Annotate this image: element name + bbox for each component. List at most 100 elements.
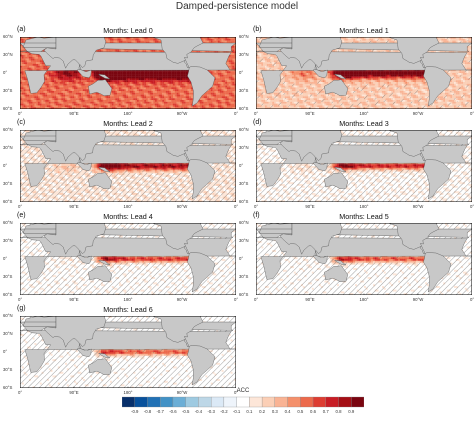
acc-cell bbox=[23, 47, 26, 50]
acc-cell bbox=[86, 103, 89, 106]
acc-cell bbox=[57, 71, 60, 74]
acc-cell bbox=[83, 80, 85, 83]
acc-cell bbox=[218, 96, 220, 99]
acc-cell bbox=[74, 71, 76, 74]
acc-cell bbox=[126, 78, 129, 81]
acc-cell bbox=[142, 49, 145, 52]
acc-cell bbox=[216, 38, 219, 41]
acc-cell bbox=[47, 67, 49, 70]
acc-cell bbox=[101, 103, 103, 106]
acc-cell bbox=[128, 101, 130, 104]
acc-cell bbox=[257, 85, 260, 88]
acc-cell bbox=[84, 80, 87, 83]
acc-cell bbox=[36, 55, 39, 57]
acc-cell bbox=[65, 94, 67, 97]
acc-cell bbox=[183, 80, 186, 83]
acc-cell bbox=[214, 74, 217, 77]
acc-cell bbox=[155, 107, 157, 109]
acc-cell bbox=[138, 82, 141, 84]
acc-cell bbox=[119, 82, 121, 84]
acc-cell bbox=[106, 37, 109, 39]
acc-cell bbox=[227, 94, 229, 97]
acc-cell bbox=[23, 83, 26, 86]
acc-cell bbox=[149, 83, 152, 86]
acc-cell bbox=[230, 82, 233, 84]
acc-cell bbox=[63, 83, 66, 86]
acc-cell bbox=[158, 82, 161, 84]
acc-cell bbox=[144, 73, 147, 75]
acc-cell bbox=[61, 74, 64, 77]
acc-cell bbox=[93, 94, 96, 97]
acc-cell bbox=[110, 73, 112, 75]
acc-cell bbox=[75, 82, 78, 84]
acc-cell bbox=[61, 78, 64, 81]
acc-cell bbox=[209, 89, 211, 92]
acc-cell bbox=[104, 49, 107, 52]
acc-cell bbox=[207, 92, 210, 95]
acc-cell bbox=[227, 82, 229, 84]
acc-cell bbox=[185, 105, 188, 108]
acc-cell bbox=[84, 87, 87, 90]
acc-cell bbox=[36, 62, 39, 65]
lon-tick-label: 0° bbox=[18, 111, 22, 116]
acc-cell bbox=[138, 78, 141, 81]
acc-cell bbox=[185, 96, 188, 99]
acc-cell bbox=[218, 87, 220, 90]
lon-tick-label: 90°E bbox=[305, 111, 314, 116]
acc-cell bbox=[119, 83, 121, 86]
acc-cell bbox=[140, 40, 143, 43]
acc-cell bbox=[203, 100, 206, 102]
acc-cell bbox=[23, 49, 26, 52]
acc-cell bbox=[164, 85, 166, 88]
acc-cell bbox=[219, 76, 222, 79]
acc-cell bbox=[173, 101, 175, 104]
acc-cell bbox=[191, 103, 193, 106]
acc-cell bbox=[142, 38, 145, 41]
acc-cell bbox=[95, 92, 98, 95]
acc-cell bbox=[48, 89, 51, 92]
acc-cell bbox=[191, 98, 193, 101]
acc-cell bbox=[52, 74, 55, 77]
acc-cell bbox=[79, 76, 82, 79]
acc-cell bbox=[23, 67, 26, 70]
acc-cell bbox=[230, 37, 233, 39]
acc-cell bbox=[178, 87, 181, 90]
acc-cell bbox=[147, 98, 150, 101]
acc-cell bbox=[147, 73, 150, 75]
acc-cell bbox=[187, 105, 190, 108]
acc-cell bbox=[117, 76, 120, 79]
acc-cell bbox=[126, 82, 129, 84]
acc-cell bbox=[167, 89, 170, 92]
acc-cell bbox=[185, 107, 188, 109]
acc-cell bbox=[72, 103, 75, 106]
acc-cell bbox=[27, 64, 30, 66]
acc-cell bbox=[108, 78, 111, 81]
acc-cell bbox=[219, 83, 222, 86]
acc-cell bbox=[219, 105, 222, 108]
acc-cell bbox=[86, 91, 89, 93]
acc-cell bbox=[171, 89, 174, 92]
acc-cell bbox=[25, 92, 28, 95]
acc-cell bbox=[133, 105, 136, 108]
acc-cell bbox=[124, 82, 127, 84]
acc-cell bbox=[97, 100, 100, 102]
acc-cell bbox=[256, 91, 258, 93]
acc-cell bbox=[138, 83, 141, 86]
acc-cell bbox=[227, 98, 229, 101]
acc-cell bbox=[230, 58, 233, 61]
acc-cell bbox=[117, 49, 120, 52]
acc-cell bbox=[25, 65, 28, 68]
acc-cell bbox=[23, 98, 26, 101]
acc-cell bbox=[74, 100, 76, 102]
acc-cell bbox=[173, 107, 175, 109]
lon-tick-label: 180° bbox=[124, 111, 133, 116]
acc-cell bbox=[23, 40, 26, 43]
acc-cell bbox=[129, 91, 132, 93]
acc-cell bbox=[137, 40, 139, 43]
acc-cell bbox=[135, 78, 138, 81]
acc-cell bbox=[50, 91, 53, 93]
acc-cell bbox=[162, 85, 165, 88]
acc-cell bbox=[113, 76, 116, 79]
acc-cell bbox=[156, 40, 159, 43]
acc-cell bbox=[144, 74, 147, 77]
